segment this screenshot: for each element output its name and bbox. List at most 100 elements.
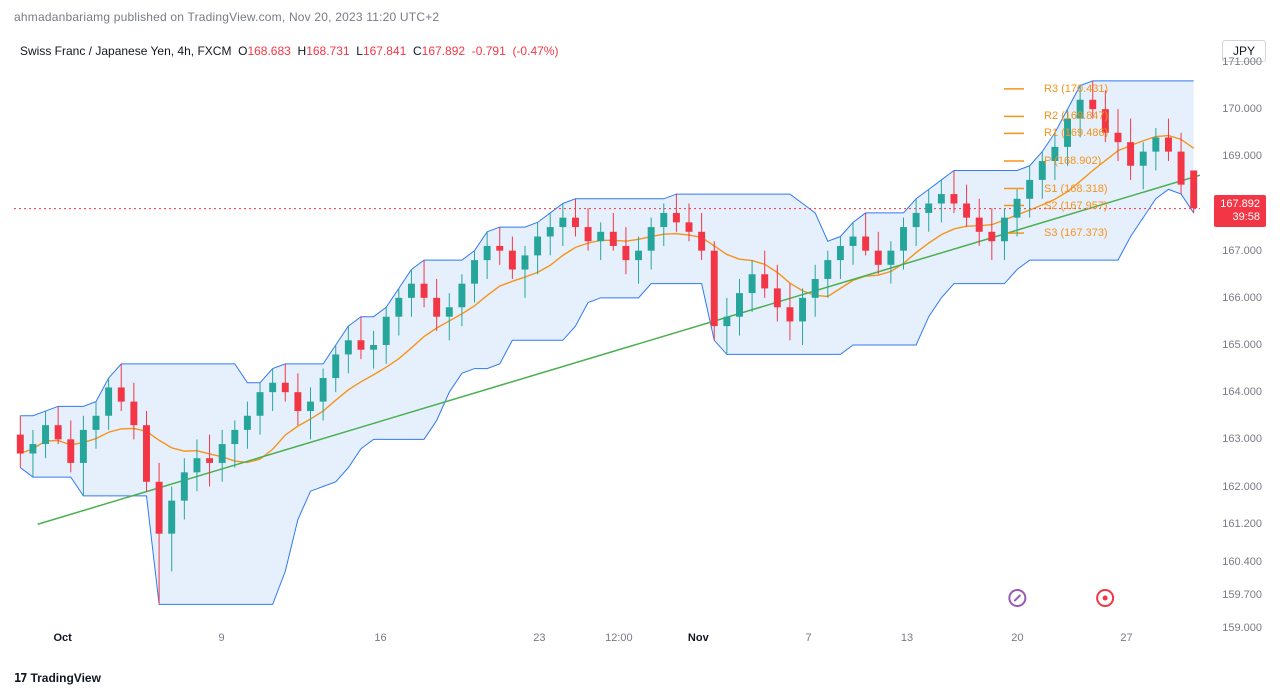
candle-body (80, 430, 87, 463)
x-tick: 27 (1120, 632, 1132, 644)
tv-text: TradingView (30, 671, 100, 685)
candle-body (395, 298, 402, 317)
candle-body (534, 237, 541, 256)
candle-body (244, 416, 251, 430)
candle-body (1026, 180, 1033, 199)
candle-body (206, 458, 213, 463)
chart-legend: Swiss Franc / Japanese Yen, 4h, FXCM O16… (20, 44, 558, 58)
candle-body (332, 354, 339, 378)
candle-body (925, 204, 932, 213)
candle-body (231, 430, 238, 444)
candle-body (774, 288, 781, 307)
candle-body (572, 218, 579, 227)
publish-line: ahmadanbariamg published on TradingView.… (14, 10, 439, 24)
candle-body (446, 307, 453, 316)
pivot-label: S3 (167.373) (1044, 227, 1108, 239)
candle-body (648, 227, 655, 251)
x-tick: Nov (688, 632, 709, 644)
candle-body (29, 444, 36, 453)
pivot-label: S2 (167.957) (1044, 200, 1108, 212)
candle-body (484, 246, 491, 260)
ohlc-o: 168.683 (247, 44, 290, 58)
candle-body (421, 284, 428, 298)
candle-body (610, 232, 617, 246)
candle-body (1152, 137, 1159, 151)
ohlc-c-lbl: C (413, 44, 422, 58)
candle-body (900, 227, 907, 251)
pivot-label: R1 (169.486) (1044, 127, 1108, 139)
candle-body (383, 317, 390, 345)
candle-body (496, 246, 503, 251)
x-tick: 16 (374, 632, 386, 644)
last-price-label: 167.89239:58 (1214, 195, 1266, 227)
candle-body (976, 218, 983, 232)
band-fill (20, 81, 1193, 605)
y-tick: 159.700 (1222, 589, 1262, 601)
x-tick: 13 (901, 632, 913, 644)
candle-body (269, 383, 276, 392)
ohlc-h-lbl: H (298, 44, 307, 58)
candle-body (547, 227, 554, 236)
y-tick: 163.000 (1222, 433, 1262, 445)
x-tick: 7 (806, 632, 812, 644)
candle-body (357, 340, 364, 349)
candle-body (635, 251, 642, 260)
candle-body (938, 194, 945, 203)
candle-body (799, 298, 806, 322)
x-tick: Oct (53, 632, 71, 644)
tradingview-logo: 17 TradingView (14, 671, 101, 685)
indicator-icon-bolt (1014, 595, 1020, 601)
candle-body (824, 260, 831, 279)
candle-body (257, 392, 264, 416)
candle-body (509, 251, 516, 270)
y-axis: 171.000170.000169.000168.000167.000166.0… (1200, 62, 1266, 628)
candle-body (1165, 137, 1172, 151)
x-tick: 20 (1011, 632, 1023, 644)
candle-body (1089, 100, 1096, 109)
candle-body (67, 439, 74, 463)
price-chart[interactable]: R3 (170.431)R2 (169.847)R1 (169.486)P (1… (14, 62, 1200, 628)
x-tick: 12:00 (605, 632, 633, 644)
candle-body (698, 232, 705, 251)
x-axis: Oct9162312:00Nov7132027 (14, 632, 1200, 654)
candle-body (559, 218, 566, 227)
tv-icon: 17 (14, 671, 26, 685)
candle-body (93, 416, 100, 430)
legend-symbol: Swiss Franc / Japanese Yen, 4h, FXCM (20, 44, 231, 58)
candle-body (913, 213, 920, 227)
candle-body (282, 383, 289, 392)
candle-body (1178, 152, 1185, 185)
candle-body (786, 307, 793, 321)
candle-body (950, 194, 957, 203)
candle-body (294, 392, 301, 411)
candle-body (837, 246, 844, 260)
candle-body (850, 237, 857, 246)
candle-body (408, 284, 415, 298)
candle-body (597, 232, 604, 241)
candle-body (320, 378, 327, 402)
y-tick: 171.000 (1222, 56, 1262, 68)
candle-body (1190, 170, 1197, 208)
candle-body (458, 284, 465, 308)
candle-body (862, 237, 869, 251)
candle-body (761, 274, 768, 288)
candle-body (181, 472, 188, 500)
ohlc-l-lbl: L (356, 44, 363, 58)
candle-body (1127, 142, 1134, 166)
candle-body (585, 227, 592, 241)
y-tick: 170.000 (1222, 103, 1262, 115)
candle-body (219, 444, 226, 463)
candle-body (130, 402, 137, 426)
y-tick: 160.400 (1222, 556, 1262, 568)
y-tick: 165.000 (1222, 339, 1262, 351)
candle-body (42, 425, 49, 444)
candle-body (723, 317, 730, 326)
candle-body (1115, 133, 1122, 142)
pivot-label: R3 (170.431) (1044, 83, 1108, 95)
candle-body (812, 279, 819, 298)
candle-body (118, 387, 125, 401)
candle-body (875, 251, 882, 265)
candle-body (370, 345, 377, 350)
candle-body (622, 246, 629, 260)
target-dot-icon (1103, 596, 1108, 601)
